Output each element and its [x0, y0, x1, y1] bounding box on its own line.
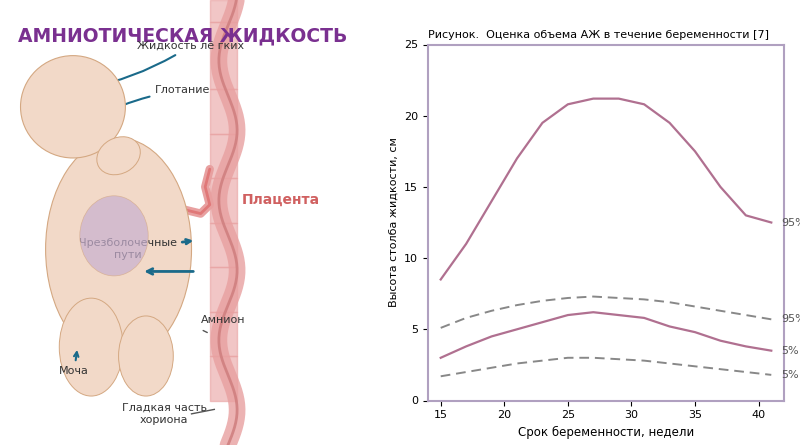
Ellipse shape: [80, 196, 148, 276]
Text: Плацента: Плацента: [242, 193, 320, 207]
Text: 5%: 5%: [782, 346, 799, 356]
X-axis label: Срок беременности, недели: Срок беременности, недели: [518, 426, 694, 439]
Ellipse shape: [59, 298, 123, 396]
Circle shape: [21, 56, 126, 158]
Text: Рисунок.  Оценка объема АЖ в течение беременности [7]: Рисунок. Оценка объема АЖ в течение бере…: [428, 29, 769, 40]
Text: Жидкость лё гких: Жидкость лё гких: [87, 41, 244, 89]
Text: Амнион: Амнион: [201, 316, 245, 325]
Ellipse shape: [46, 138, 191, 360]
Text: АМНИОТИЧЕСКАЯ ЖИДКОСТЬ: АМНИОТИЧЕСКАЯ ЖИДКОСТЬ: [18, 27, 348, 46]
Text: Чрезболочечные
пути: Чрезболочечные пути: [78, 239, 190, 260]
Y-axis label: Высота столба жидкости, см: Высота столба жидкости, см: [389, 138, 398, 307]
Text: Глотание: Глотание: [96, 85, 210, 117]
Text: 95%: 95%: [782, 218, 800, 227]
Text: Моча: Моча: [59, 352, 89, 376]
Text: Гладкая часть
хориона: Гладкая часть хориона: [122, 403, 206, 425]
Ellipse shape: [118, 316, 174, 396]
Text: 5%: 5%: [782, 370, 799, 380]
Ellipse shape: [97, 137, 140, 175]
Text: 95%: 95%: [782, 314, 800, 324]
